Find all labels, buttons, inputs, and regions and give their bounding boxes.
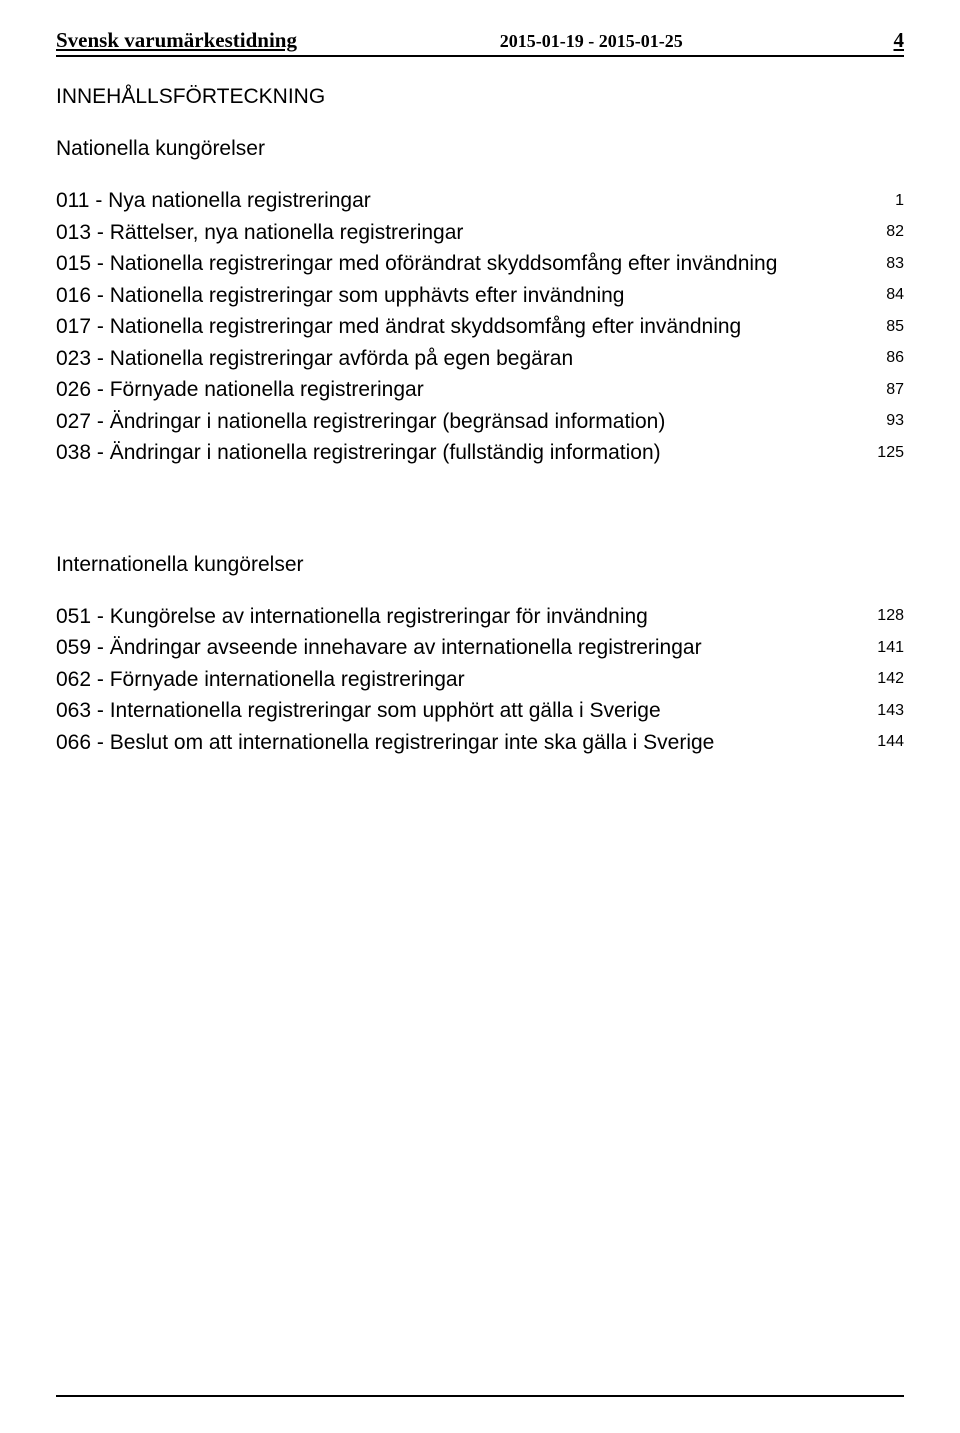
header-date-range: 2015-01-19 - 2015-01-25 bbox=[297, 31, 886, 52]
toc-entry-page: 144 bbox=[861, 730, 904, 754]
page-header: Svensk varumärkestidning 2015-01-19 - 20… bbox=[56, 28, 904, 57]
toc-entry-page: 84 bbox=[870, 283, 904, 307]
toc-entry-page: 86 bbox=[870, 346, 904, 370]
toc-entry-page: 142 bbox=[861, 667, 904, 691]
toc-entry-page: 87 bbox=[870, 378, 904, 402]
section-heading-international: Internationella kungörelser bbox=[56, 553, 904, 577]
toc-row: 023 - Nationella registreringar avförda … bbox=[56, 343, 904, 375]
header-page-number: 4 bbox=[886, 28, 905, 53]
toc-row: 016 - Nationella registreringar som upph… bbox=[56, 280, 904, 312]
toc-entry-label: 062 - Förnyade internationella registrer… bbox=[56, 664, 861, 696]
page-container: Svensk varumärkestidning 2015-01-19 - 20… bbox=[0, 0, 960, 1433]
toc-row: 038 - Ändringar i nationella registrerin… bbox=[56, 437, 904, 469]
toc-row: 017 - Nationella registreringar med ändr… bbox=[56, 311, 904, 343]
toc-entry-label: 059 - Ändringar avseende innehavare av i… bbox=[56, 632, 861, 664]
toc-row: 051 - Kungörelse av internationella regi… bbox=[56, 601, 904, 633]
footer-rule bbox=[56, 1395, 904, 1397]
toc-entry-label: 026 - Förnyade nationella registreringar bbox=[56, 374, 870, 406]
toc-entry-label: 011 - Nya nationella registreringar bbox=[56, 185, 879, 217]
toc-row: 026 - Förnyade nationella registreringar… bbox=[56, 374, 904, 406]
toc-title: INNEHÅLLSFÖRTECKNING bbox=[56, 85, 904, 109]
toc-entry-label: 017 - Nationella registreringar med ändr… bbox=[56, 311, 870, 343]
toc-entry-page: 141 bbox=[861, 636, 904, 660]
toc-entry-label: 015 - Nationella registreringar med oför… bbox=[56, 248, 870, 280]
toc-entry-label: 023 - Nationella registreringar avförda … bbox=[56, 343, 870, 375]
toc-row: 059 - Ändringar avseende innehavare av i… bbox=[56, 632, 904, 664]
toc-entry-page: 128 bbox=[861, 604, 904, 628]
toc-row: 015 - Nationella registreringar med oför… bbox=[56, 248, 904, 280]
toc-row: 013 - Rättelser, nya nationella registre… bbox=[56, 217, 904, 249]
toc-entry-page: 82 bbox=[870, 220, 904, 244]
toc-entry-page: 85 bbox=[870, 315, 904, 339]
header-title: Svensk varumärkestidning bbox=[56, 28, 297, 53]
toc-row: 027 - Ändringar i nationella registrerin… bbox=[56, 406, 904, 438]
toc-entry-label: 027 - Ändringar i nationella registrerin… bbox=[56, 406, 870, 438]
toc-entry-page: 125 bbox=[861, 441, 904, 465]
toc-entry-label: 063 - Internationella registreringar som… bbox=[56, 695, 861, 727]
toc-entry-label: 016 - Nationella registreringar som upph… bbox=[56, 280, 870, 312]
toc-list-international: 051 - Kungörelse av internationella regi… bbox=[56, 601, 904, 759]
toc-entry-label: 038 - Ändringar i nationella registrerin… bbox=[56, 437, 861, 469]
toc-row: 062 - Förnyade internationella registrer… bbox=[56, 664, 904, 696]
section-gap bbox=[56, 469, 904, 525]
section-heading-national: Nationella kungörelser bbox=[56, 137, 904, 161]
toc-entry-page: 143 bbox=[861, 699, 904, 723]
toc-entry-page: 83 bbox=[870, 252, 904, 276]
toc-entry-label: 051 - Kungörelse av internationella regi… bbox=[56, 601, 861, 633]
toc-entry-label: 013 - Rättelser, nya nationella registre… bbox=[56, 217, 870, 249]
toc-row: 066 - Beslut om att internationella regi… bbox=[56, 727, 904, 759]
toc-row: 011 - Nya nationella registreringar1 bbox=[56, 185, 904, 217]
toc-entry-page: 1 bbox=[879, 189, 904, 213]
toc-entry-label: 066 - Beslut om att internationella regi… bbox=[56, 727, 861, 759]
toc-row: 063 - Internationella registreringar som… bbox=[56, 695, 904, 727]
toc-entry-page: 93 bbox=[870, 409, 904, 433]
toc-list-national: 011 - Nya nationella registreringar1013 … bbox=[56, 185, 904, 469]
